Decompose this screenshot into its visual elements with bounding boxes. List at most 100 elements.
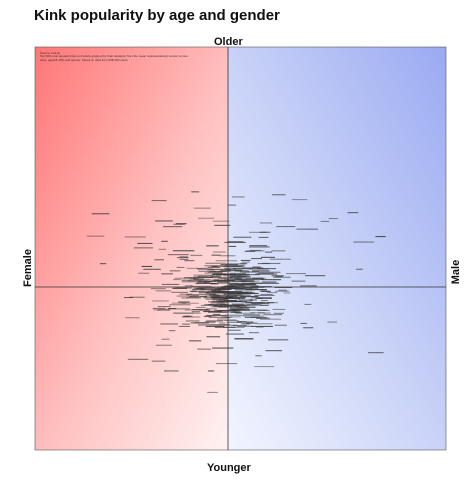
point-label [184,309,203,311]
point-label [193,312,201,314]
point-label [291,199,308,201]
point-label [173,279,181,281]
point-label [259,304,269,306]
point-label [217,306,229,308]
point-label [275,276,283,278]
point-label [205,262,226,264]
point-label [216,299,226,301]
point-label [220,277,233,279]
point-label [235,289,255,291]
point-label [190,279,202,281]
point-label [265,251,273,253]
point-label [99,263,107,265]
point-label [181,281,203,283]
point-label [278,289,287,291]
point-label [212,294,220,296]
point-label [217,282,239,284]
point-label [220,264,238,266]
point-label [254,366,275,368]
point-label [216,317,230,319]
point-label [208,304,229,306]
point-label [204,295,220,297]
point-label [235,286,254,288]
point-label [227,241,244,243]
point-label [201,304,219,306]
point-label [229,272,246,274]
point-label [241,280,254,282]
point-label [220,270,241,272]
point-label [228,204,236,206]
axis-label-male: Male [450,259,463,285]
point-label [184,285,193,287]
point-label [152,300,169,302]
point-label [210,283,219,285]
point-label [218,277,239,279]
point-label [179,325,190,327]
point-label [213,251,226,253]
point-label [250,288,259,290]
point-label [207,290,229,292]
point-label [213,273,226,275]
point-label [214,290,222,292]
point-label [222,286,237,288]
point-label [242,323,250,325]
point-label [238,288,253,290]
point-label [171,302,187,304]
point-label [161,273,174,275]
point-label [161,283,180,285]
point-label [214,305,226,307]
point-label [272,194,286,196]
point-label [265,350,283,352]
point-label [224,320,239,322]
point-label [274,324,287,326]
point-label [168,308,190,310]
point-label [221,316,241,318]
point-label [210,289,217,291]
point-label [246,304,262,306]
point-label [251,258,262,260]
point-label [213,280,234,282]
point-label [204,265,224,267]
point-label [154,259,164,261]
point-label [191,291,206,293]
point-label [232,300,241,302]
point-label [209,270,217,272]
point-label [261,256,275,258]
point-label [181,297,201,299]
point-label [257,312,271,314]
point-label [226,321,242,323]
point-label [305,275,326,277]
point-label [232,265,241,267]
point-label [219,323,230,325]
point-label [207,370,215,372]
point-label [181,279,191,281]
point-label [210,302,228,304]
point-label [255,355,262,357]
point-label [186,267,208,269]
point-label [197,348,211,350]
point-label [233,277,242,279]
point-label [163,226,183,228]
point-label [207,289,217,291]
point-label [304,303,312,305]
point-label [198,270,209,272]
point-label [217,324,238,326]
point-label [242,271,259,273]
point-label [155,290,172,292]
point-label [210,275,222,277]
point-label [226,279,247,281]
point-label [286,273,306,275]
point-label [143,268,161,270]
point-label [254,294,275,296]
point-label [206,320,224,322]
point-label [193,278,204,280]
point-label [251,277,264,279]
point-label [191,191,200,193]
point-label [233,236,252,238]
axis-label-older: Older [214,36,243,48]
point-label [249,246,270,248]
point-label [151,360,166,362]
point-label [260,318,281,320]
point-label [129,296,145,298]
